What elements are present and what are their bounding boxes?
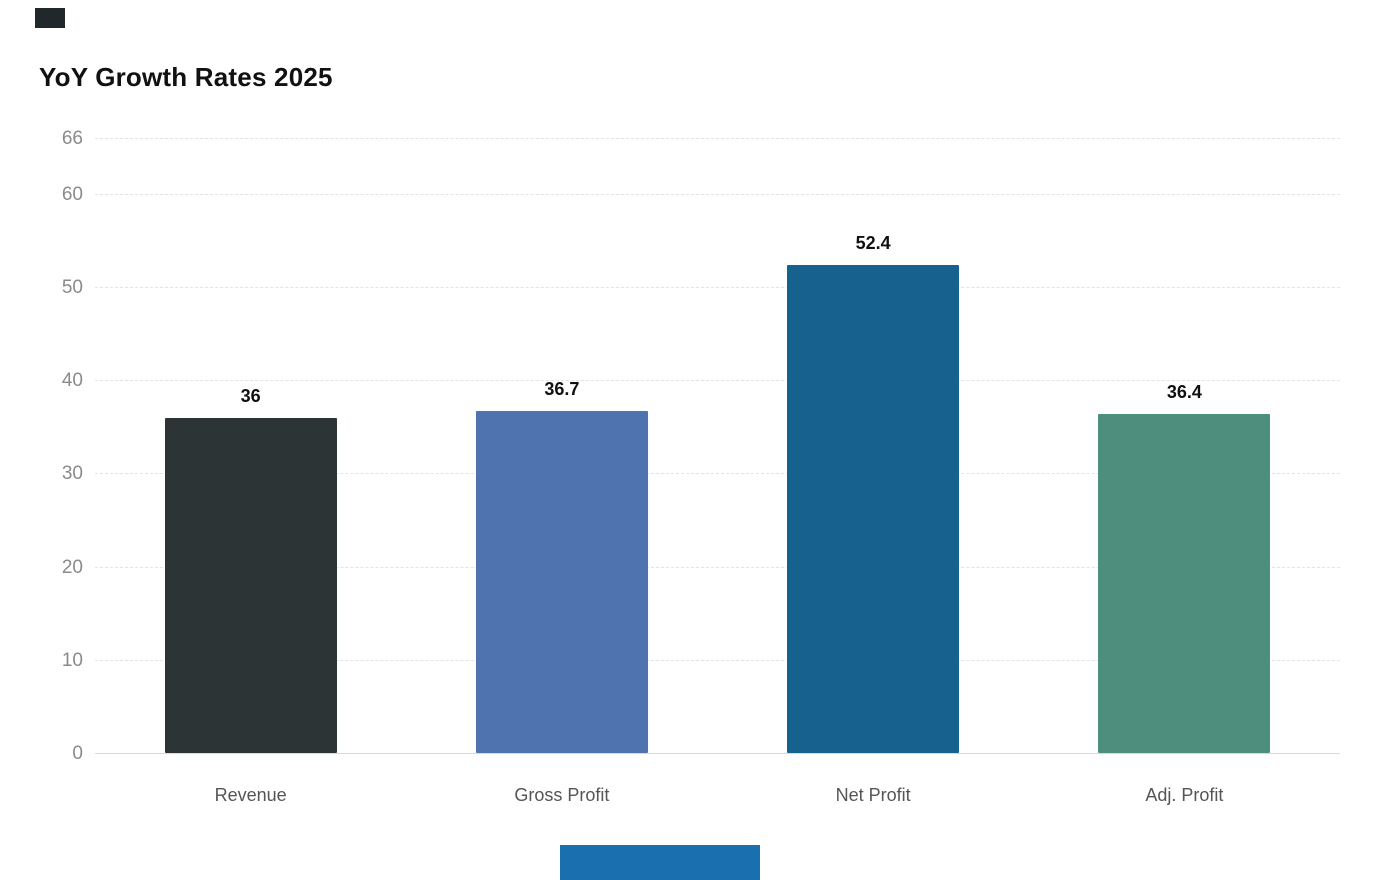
gridline — [95, 380, 1340, 382]
y-tick-label: 30 — [61, 463, 83, 485]
bar-gross-profit — [475, 411, 648, 753]
bar-value-label: 36.4 — [1166, 381, 1202, 402]
y-tick-label: 40 — [61, 370, 83, 392]
gridline — [95, 659, 1340, 661]
gridline — [95, 138, 1340, 139]
bar-value-label: 36.7 — [544, 379, 580, 400]
bar-value-label: 36 — [240, 385, 261, 406]
gridline — [95, 566, 1340, 568]
bar-adj-profit — [1098, 413, 1271, 753]
decor-bottom-bar — [560, 845, 760, 880]
y-tick-label: 66 — [61, 128, 83, 149]
gridline — [95, 473, 1340, 475]
gridline — [95, 287, 1340, 289]
y-tick-label: 0 — [72, 743, 83, 764]
y-tick-label: 10 — [61, 649, 83, 671]
chart-title: YoY Growth Rates 2025 — [39, 62, 333, 92]
x-category-label: Gross Profit — [514, 785, 610, 805]
bar-net-profit — [787, 264, 960, 753]
gridline — [95, 753, 1340, 754]
gridline — [95, 193, 1340, 195]
plot-area — [95, 138, 1340, 754]
x-category-label: Revenue — [214, 785, 287, 805]
y-tick-label: 50 — [61, 277, 83, 299]
y-tick-label: 20 — [61, 556, 83, 578]
decor-top-square — [35, 8, 65, 28]
x-category-label: Net Profit — [835, 785, 911, 805]
x-category-label: Adj. Profit — [1145, 785, 1224, 805]
bar-value-label: 52.4 — [855, 232, 891, 253]
bar-revenue — [164, 417, 337, 753]
y-tick-label: 60 — [61, 183, 83, 205]
